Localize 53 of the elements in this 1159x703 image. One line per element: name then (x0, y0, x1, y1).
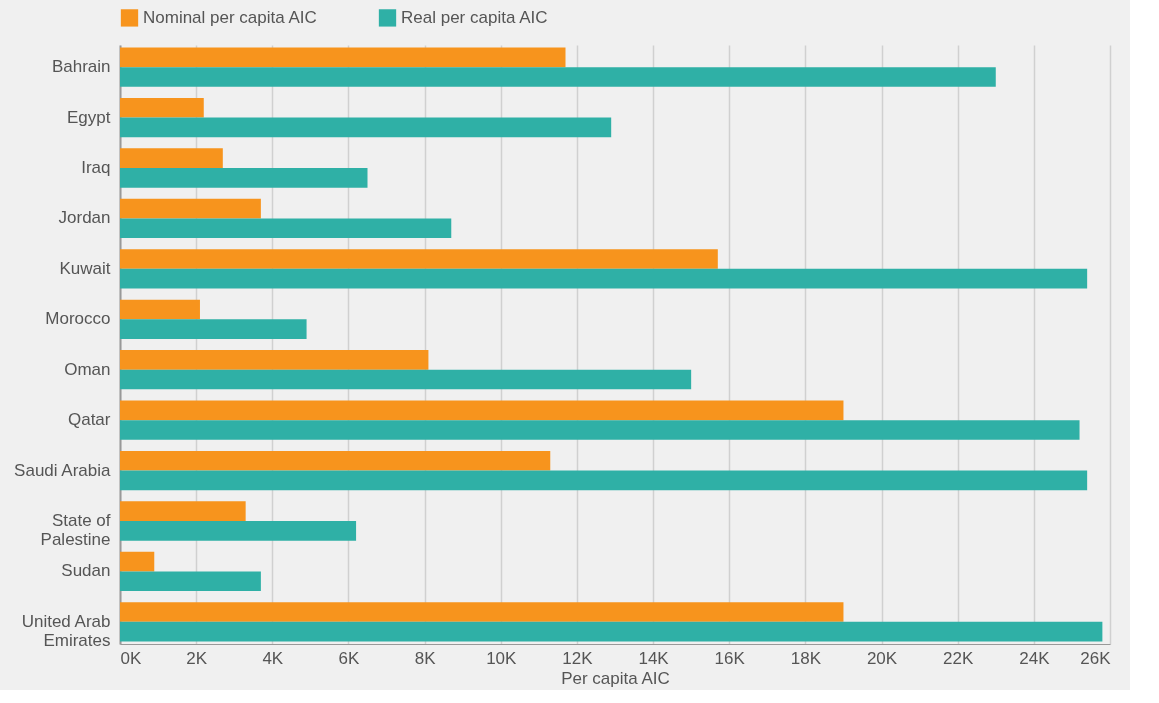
bar (120, 400, 844, 421)
bar (120, 117, 612, 138)
x-tick-label: 14K (638, 648, 670, 668)
x-tick-label: 12K (562, 648, 594, 668)
y-tick-label: Morocco (45, 309, 111, 329)
x-tick-label: 2K (186, 648, 208, 668)
y-tick-label: Sudan (61, 561, 111, 581)
x-tick-label: 4K (262, 648, 284, 668)
bar (120, 148, 223, 169)
x-tick-label: 22K (943, 648, 974, 668)
bar (120, 420, 1080, 440)
x-tick-label: 24K (1019, 648, 1051, 668)
bar (120, 168, 368, 188)
x-tick-label: 16K (714, 648, 746, 668)
x-axis-title: Per capita AIC (561, 668, 670, 688)
bar (120, 350, 429, 370)
bar (120, 319, 307, 339)
bar (120, 97, 204, 118)
legend-label: Nominal per capita AIC (143, 7, 317, 27)
bar (120, 299, 200, 320)
legend-label: Real per capita AIC (401, 7, 548, 27)
y-tick-label: United Arab Emirates (21, 611, 111, 650)
y-tick-label: Saudi Arabia (14, 460, 112, 480)
x-tick-label: 26K (1080, 648, 1112, 668)
y-tick-label: Qatar (67, 410, 111, 430)
bar (120, 450, 551, 471)
y-tick-label: Iraq (81, 158, 111, 178)
bar (120, 369, 692, 390)
bar (120, 501, 246, 521)
bar (120, 268, 1088, 289)
y-tick-label: Egypt (67, 107, 111, 127)
bar (120, 621, 1103, 642)
y-tick-label: Jordan (58, 208, 111, 228)
bar (120, 47, 566, 68)
y-tick-label: Bahrain (51, 57, 111, 77)
x-tick-label: 20K (866, 648, 898, 668)
y-tick-label: Kuwait (59, 258, 111, 278)
bar (120, 249, 718, 269)
bar (120, 470, 1088, 491)
x-tick-label: 10K (486, 648, 518, 668)
x-tick-label: 8K (414, 648, 437, 668)
x-tick-label: 18K (790, 648, 822, 668)
bar (120, 520, 357, 541)
y-tick-label: Oman (64, 359, 111, 379)
bar (120, 67, 996, 87)
bar (120, 198, 261, 219)
bar (120, 571, 261, 592)
bar (120, 602, 844, 622)
x-tick-label: 0K (120, 648, 142, 668)
y-tick-label: State of Palestine (40, 510, 111, 549)
bar (120, 551, 155, 572)
bar (120, 218, 452, 239)
x-tick-label: 6K (338, 648, 361, 668)
